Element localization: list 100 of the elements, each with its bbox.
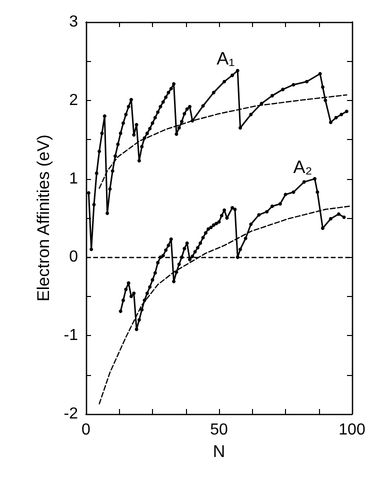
point [257,213,261,217]
point [158,104,162,108]
point [129,98,133,102]
point [188,104,192,108]
x-tick-label: 0 [82,422,91,438]
point [137,159,141,163]
point [94,172,98,176]
point [292,190,296,194]
point [201,236,205,240]
point [161,254,165,258]
point [214,222,218,226]
point [156,260,160,264]
point [150,121,154,125]
point [220,214,224,218]
point [340,112,344,116]
point [145,292,149,296]
point [124,112,128,116]
point [124,288,128,292]
y-tick-label: 3 [69,14,78,30]
point [182,246,186,250]
x-tick-label: 50 [210,422,228,438]
point [148,285,152,289]
point [182,112,186,116]
point [153,271,157,275]
point [193,250,197,254]
point [249,222,253,226]
point [118,132,122,136]
point [132,292,136,296]
point [142,298,146,302]
point [320,226,324,230]
point [140,308,144,312]
point [140,144,144,148]
point [166,90,170,94]
point [244,236,248,240]
point [116,142,120,146]
point [166,244,170,248]
point [320,85,324,89]
point [265,210,269,214]
point [334,116,338,120]
point [270,94,274,98]
point [114,154,118,158]
y-tick-label: -1 [64,327,78,344]
point [230,74,234,78]
point [106,212,110,216]
point [185,107,189,111]
point [204,231,208,235]
point [153,116,157,120]
point [156,110,160,114]
point [145,132,149,136]
point [148,126,152,130]
y-tick-label: -2 [64,406,78,422]
point [174,132,178,136]
point [292,82,296,86]
point [233,208,237,212]
point [177,126,181,130]
point [132,133,136,137]
point [206,227,210,231]
point [185,241,189,245]
point [100,132,104,136]
point [164,96,168,100]
point [177,262,181,266]
point [110,169,114,173]
x-axis-title: N [212,442,226,461]
point [137,318,141,322]
point [324,98,328,102]
point [342,215,346,219]
point [302,180,306,184]
point [313,177,317,181]
y-tick-label: 1 [69,170,78,188]
point [209,226,213,230]
point [126,104,130,108]
point [174,270,178,274]
point [278,202,282,206]
series-label: A₁ [216,48,235,69]
point [305,80,309,84]
point [188,258,192,262]
point [190,119,194,123]
point [169,86,173,90]
point [238,248,242,252]
point [180,120,184,124]
point [172,280,176,284]
point [161,100,165,104]
point [222,80,226,84]
point [129,294,133,298]
point [336,212,340,216]
point [172,82,176,86]
y-tick-label: 0 [69,248,78,266]
y-tick-label: 2 [69,92,78,109]
series-label: A₂ [293,156,312,177]
point [238,126,242,130]
point [190,254,194,258]
y-axis-title: Electron Affinities (eV) [34,134,53,302]
point [328,217,332,221]
x-tick-label: 100 [338,422,366,438]
point [236,68,240,72]
point [164,248,168,252]
point [92,202,96,206]
point [134,122,138,126]
point [134,328,138,332]
point [126,281,130,285]
